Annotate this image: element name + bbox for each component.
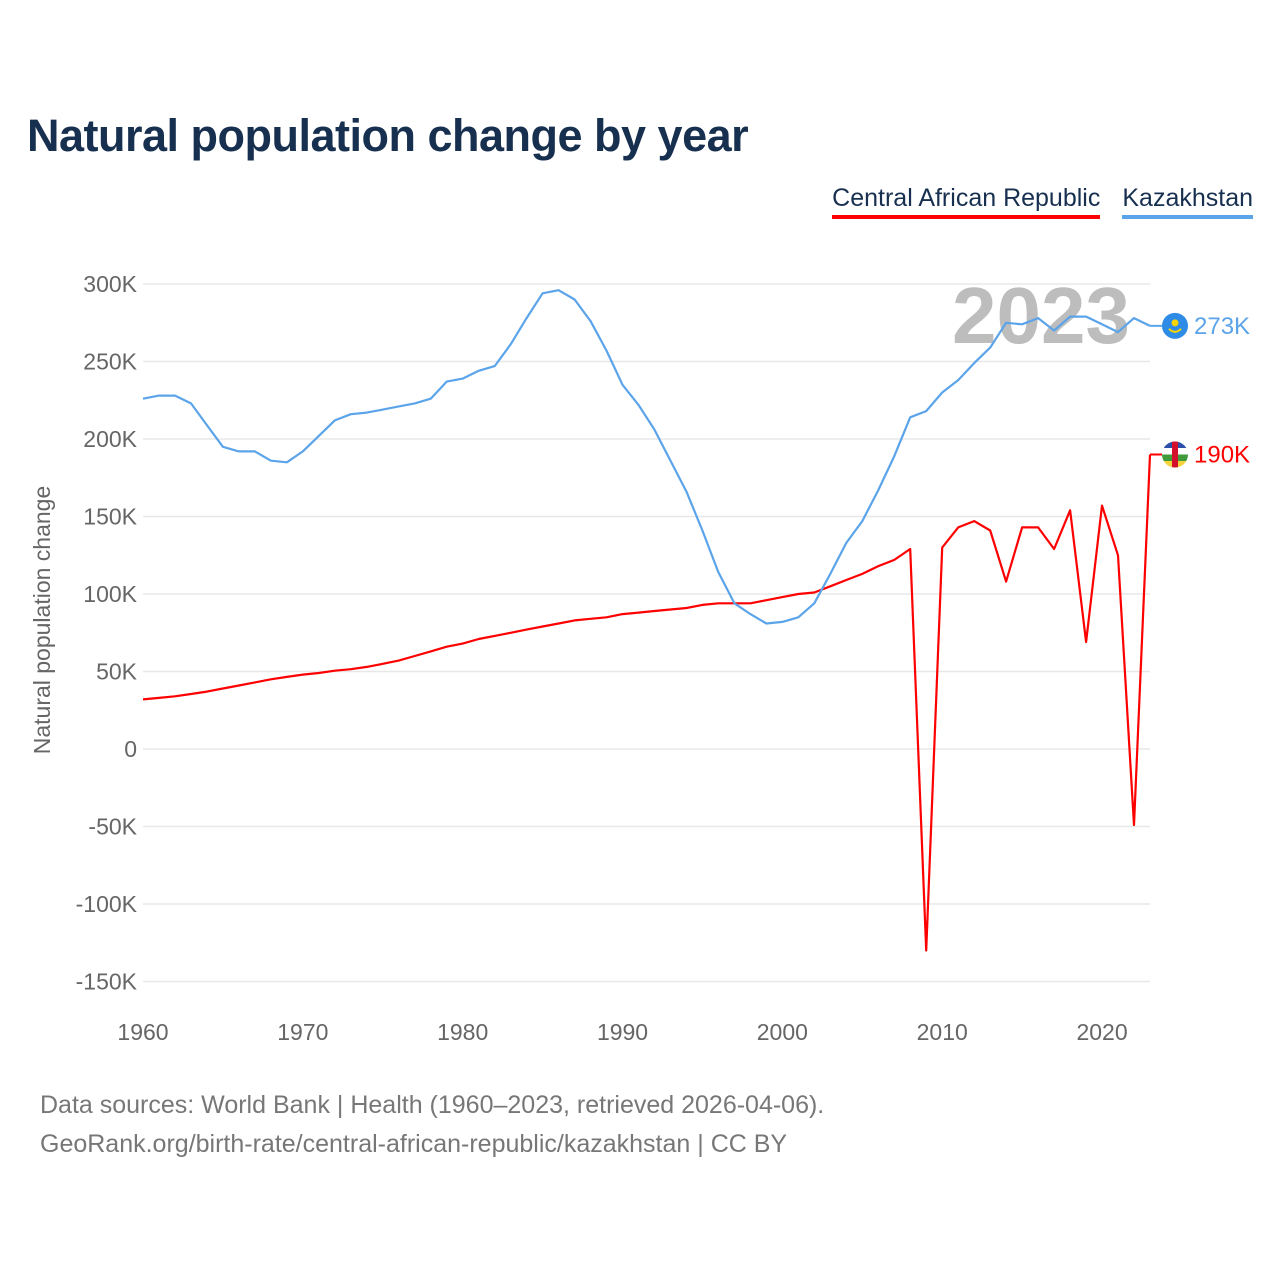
y-tick-label: -50K — [88, 814, 137, 840]
legend: Central African Republic Kazakhstan — [832, 184, 1253, 219]
y-tick-label: 200K — [83, 426, 137, 452]
y-tick-label: 50K — [96, 659, 138, 685]
car-flag-icon-band — [1172, 441, 1178, 468]
x-tick-label: 2020 — [1076, 1019, 1127, 1045]
y-tick-label: 100K — [83, 581, 137, 607]
legend-item-car[interactable]: Central African Republic — [832, 184, 1101, 219]
y-tick-label: -100K — [76, 891, 138, 917]
footer: Data sources: World Bank | Health (1960–… — [40, 1086, 824, 1164]
x-tick-label: 2010 — [917, 1019, 968, 1045]
end-value-label: 273K — [1194, 313, 1250, 340]
y-axis-label: Natural population change — [29, 486, 55, 755]
x-tick-label: 1970 — [277, 1019, 328, 1045]
y-tick-label: 250K — [83, 349, 137, 375]
x-tick-label: 1980 — [437, 1019, 488, 1045]
series-line-car — [142, 454, 1152, 952]
y-tick-label: -150K — [76, 969, 138, 995]
x-tick-label: 2000 — [757, 1019, 808, 1045]
source-link[interactable]: GeoRank.org/birth-rate/central-african-r… — [40, 1130, 788, 1158]
y-tick-label: 300K — [83, 271, 137, 297]
source-text: Data sources: World Bank | Health (1960–… — [40, 1091, 825, 1119]
y-tick-label: 150K — [83, 504, 137, 530]
flag-eagle-icon — [1168, 328, 1182, 333]
x-tick-label: 1960 — [117, 1019, 168, 1045]
y-tick-label: 0 — [124, 736, 137, 762]
end-value-label: 190K — [1194, 442, 1250, 469]
year-watermark: 2023 — [952, 271, 1130, 360]
chart-title: Natural population change by year — [27, 110, 749, 161]
legend-item-kazakhstan[interactable]: Kazakhstan — [1122, 184, 1253, 219]
x-tick-label: 1990 — [597, 1019, 648, 1045]
flag-sun-icon — [1171, 319, 1179, 327]
series-line-kazakhstan — [142, 289, 1151, 625]
